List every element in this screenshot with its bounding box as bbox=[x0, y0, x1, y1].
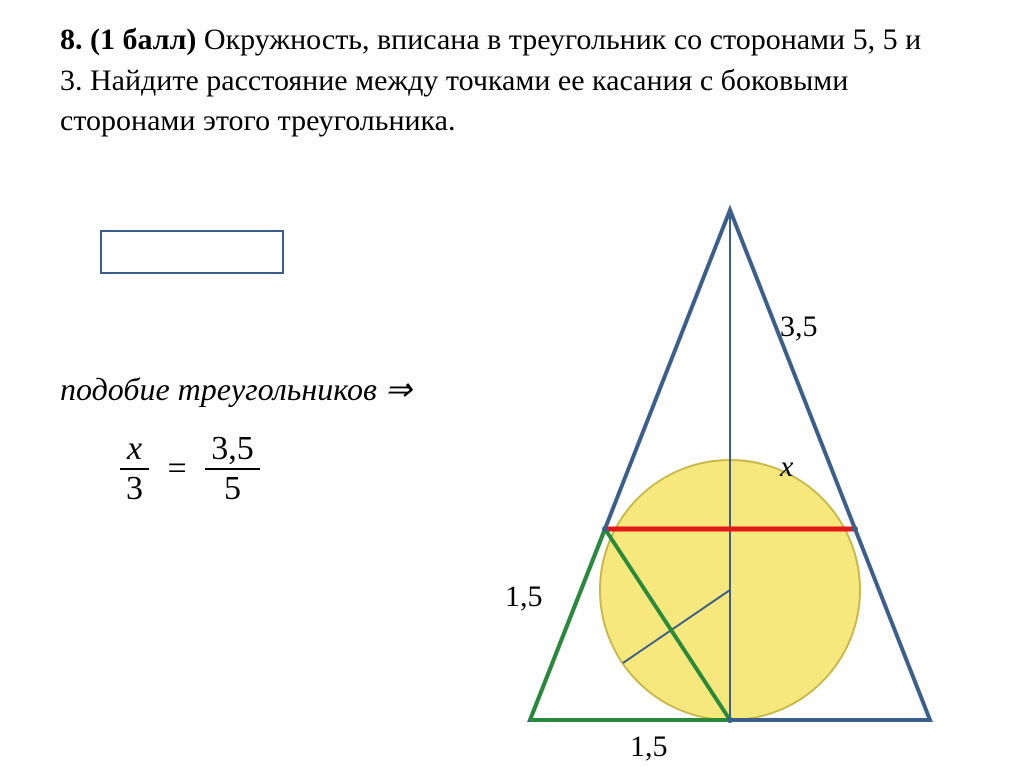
label-x-chord: x bbox=[780, 450, 793, 484]
geometry-diagram: 3,5 x 1,5 1,5 bbox=[470, 190, 990, 750]
problem-points: (1 балл) bbox=[90, 23, 196, 56]
label-upper-segment: 3,5 bbox=[780, 310, 818, 344]
rhs-numerator: 3,5 bbox=[205, 430, 260, 470]
similarity-equation: x 3 = 3,5 5 bbox=[120, 430, 260, 508]
problem-number: 8. bbox=[60, 23, 83, 56]
lhs-numerator: x bbox=[120, 430, 149, 470]
rhs-denominator: 5 bbox=[205, 470, 260, 508]
equals-sign: = bbox=[158, 450, 197, 488]
answer-box[interactable] bbox=[100, 230, 284, 274]
hint-text: подобие треугольников ⇒ bbox=[60, 370, 412, 408]
problem-statement: 8. (1 балл) Окружность, вписана в треуго… bbox=[60, 20, 940, 142]
lhs-denominator: 3 bbox=[120, 470, 149, 508]
fraction-lhs: x 3 bbox=[120, 430, 149, 508]
fraction-rhs: 3,5 5 bbox=[205, 430, 260, 508]
label-left-lower-segment: 1,5 bbox=[505, 580, 543, 614]
label-base-half: 1,5 bbox=[630, 730, 668, 764]
